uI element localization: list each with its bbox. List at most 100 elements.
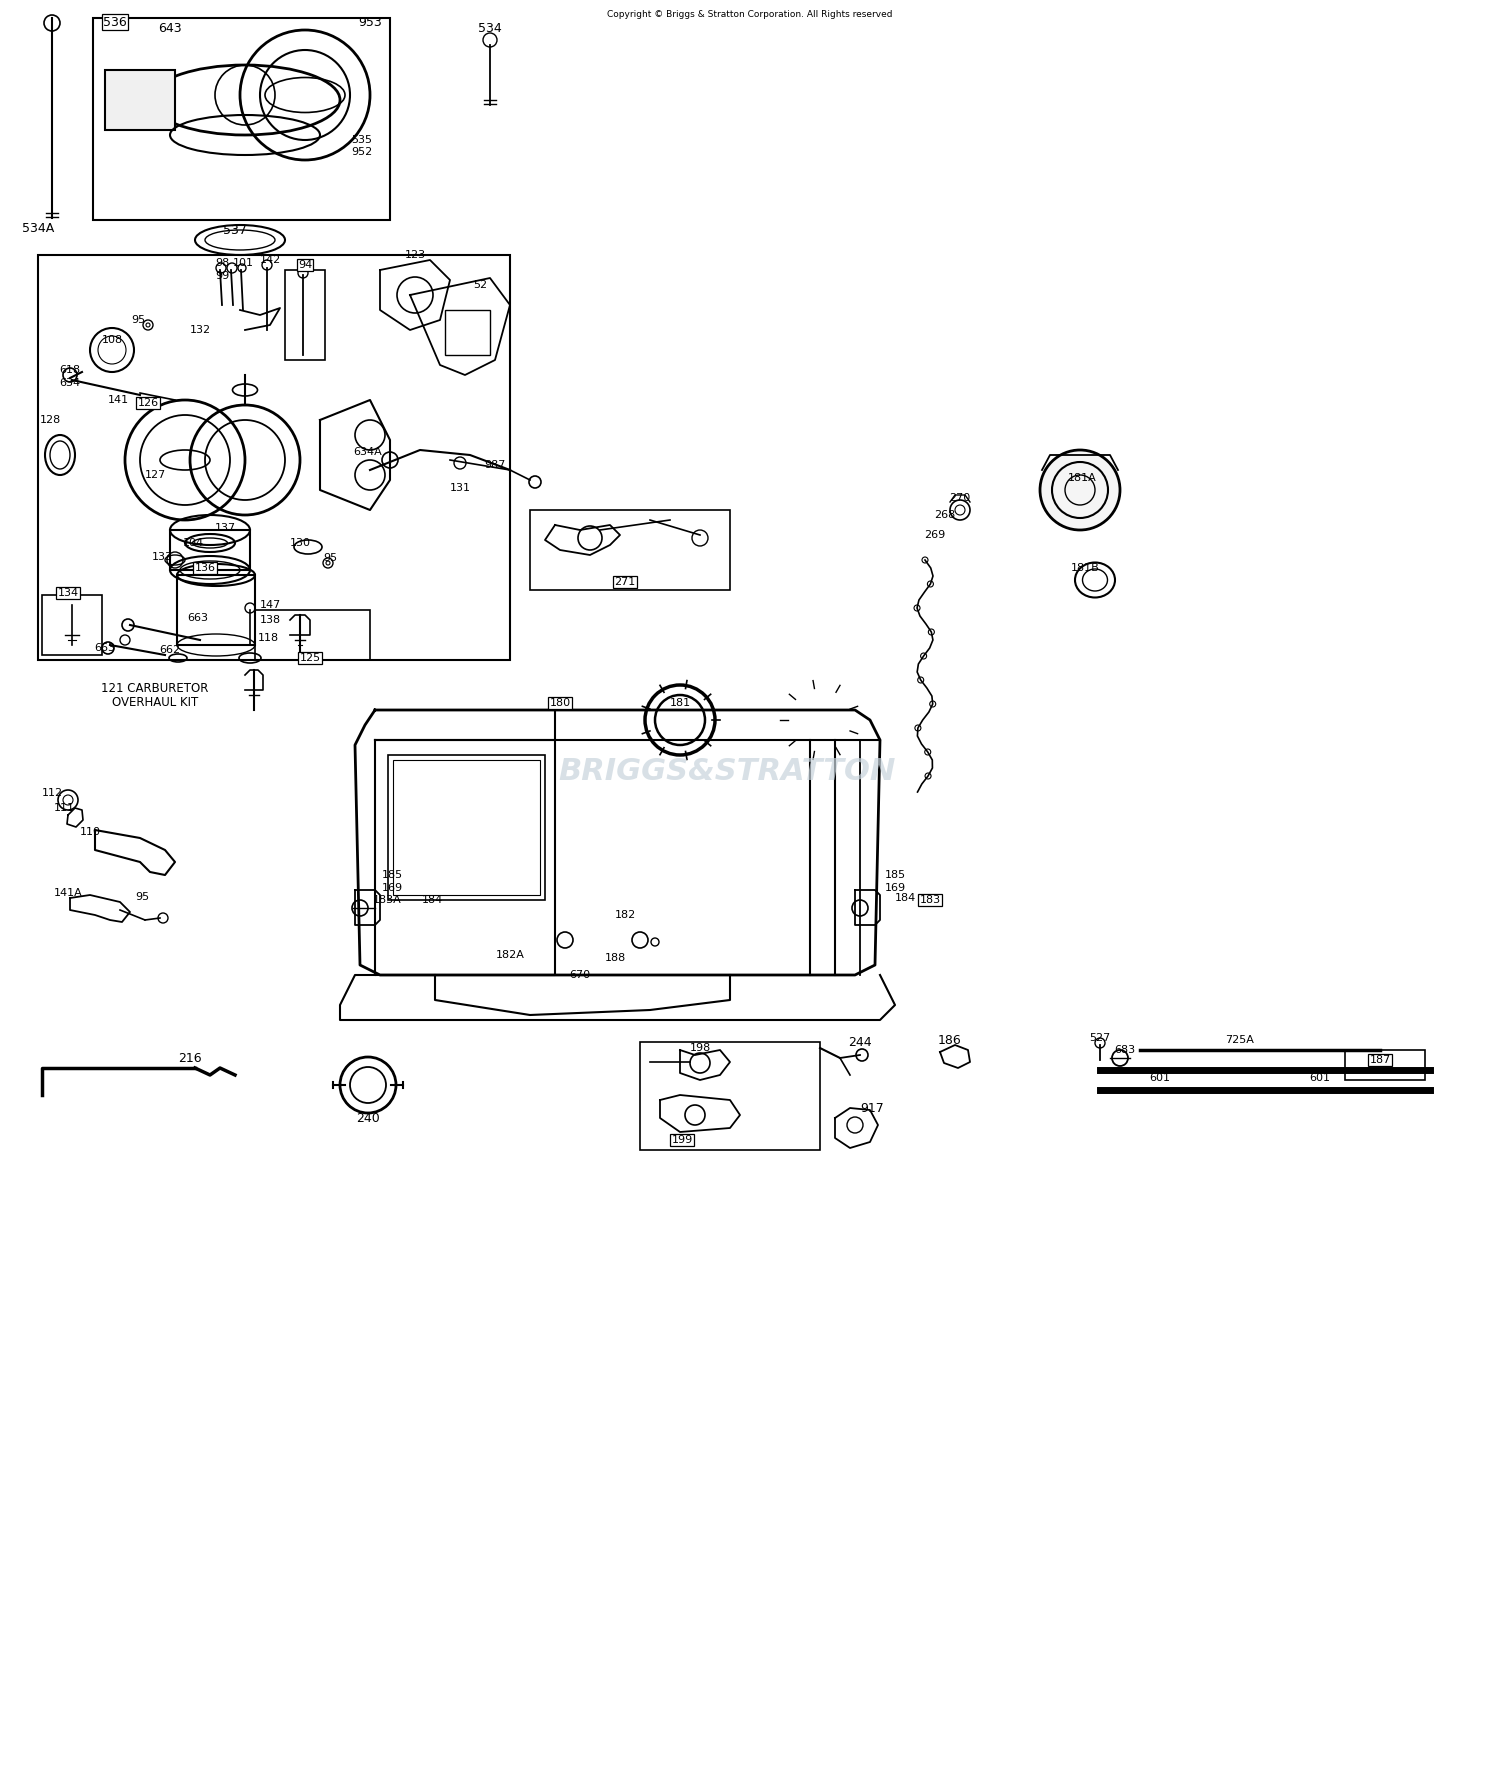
Text: 917: 917 — [859, 1102, 883, 1114]
Text: 663: 663 — [188, 613, 209, 623]
Text: 181B: 181B — [1071, 563, 1100, 573]
Text: 126: 126 — [138, 398, 159, 407]
Text: 527: 527 — [1089, 1032, 1110, 1043]
Text: 268: 268 — [934, 511, 956, 520]
Text: 110: 110 — [80, 827, 100, 838]
Text: 271: 271 — [615, 577, 636, 588]
Text: 94: 94 — [298, 261, 312, 270]
Text: 670: 670 — [570, 970, 591, 981]
Circle shape — [1040, 450, 1120, 530]
Text: 240: 240 — [356, 1111, 380, 1125]
Text: 180: 180 — [549, 698, 570, 707]
Text: 987: 987 — [484, 461, 506, 470]
Text: 132: 132 — [189, 325, 210, 336]
Text: 99: 99 — [214, 271, 230, 280]
Text: 137: 137 — [214, 523, 236, 532]
Text: 134: 134 — [57, 588, 78, 598]
Text: 133: 133 — [152, 552, 172, 563]
Text: 188: 188 — [604, 954, 625, 963]
Bar — [105, 70, 176, 130]
Text: 537: 537 — [224, 223, 248, 236]
Bar — [38, 255, 510, 661]
Text: 123: 123 — [405, 250, 426, 261]
Text: 104: 104 — [183, 538, 204, 548]
Bar — [177, 575, 255, 645]
Text: 181A: 181A — [1068, 473, 1096, 482]
Text: 169: 169 — [885, 882, 906, 893]
Text: 130: 130 — [290, 538, 310, 548]
Bar — [530, 511, 730, 589]
Bar — [255, 611, 370, 661]
Text: 183A: 183A — [372, 895, 402, 906]
Bar — [393, 761, 540, 895]
Text: 181: 181 — [669, 698, 690, 707]
Text: 147: 147 — [260, 600, 280, 611]
Text: 535: 535 — [351, 136, 372, 145]
Text: 601: 601 — [1149, 1073, 1170, 1082]
Bar — [640, 1041, 821, 1150]
Text: BRIGGS&STRATTON: BRIGGS&STRATTON — [560, 757, 896, 786]
Text: 185: 185 — [885, 870, 906, 880]
Bar — [446, 311, 491, 355]
Text: 141A: 141A — [54, 888, 82, 898]
Text: 244: 244 — [847, 1036, 871, 1048]
Text: 269: 269 — [924, 530, 945, 539]
Circle shape — [645, 686, 716, 755]
Bar — [170, 530, 250, 570]
Text: 187: 187 — [1370, 1056, 1390, 1064]
Text: 101: 101 — [232, 257, 254, 268]
Text: 270: 270 — [950, 493, 970, 504]
Text: Copyright © Briggs & Stratton Corporation. All Rights reserved: Copyright © Briggs & Stratton Corporatio… — [608, 11, 892, 20]
Bar — [285, 270, 326, 361]
Text: 112: 112 — [42, 788, 63, 798]
Text: OVERHAUL KIT: OVERHAUL KIT — [112, 695, 198, 709]
Text: 618: 618 — [60, 364, 81, 375]
Text: 118: 118 — [258, 632, 279, 643]
Text: 601: 601 — [1310, 1073, 1330, 1082]
Circle shape — [340, 1057, 396, 1113]
Text: 128: 128 — [39, 414, 60, 425]
Text: 182A: 182A — [495, 950, 525, 961]
Text: 183: 183 — [920, 895, 940, 906]
Text: 952: 952 — [351, 146, 372, 157]
Text: 643: 643 — [158, 21, 182, 34]
Text: 184: 184 — [422, 895, 442, 906]
Text: 131: 131 — [450, 482, 471, 493]
Text: 185: 185 — [381, 870, 402, 880]
Text: 663: 663 — [94, 643, 116, 654]
Text: 142: 142 — [260, 255, 280, 264]
Text: 52: 52 — [472, 280, 488, 289]
Text: 198: 198 — [690, 1043, 711, 1054]
Text: 634A: 634A — [354, 446, 382, 457]
Text: 108: 108 — [102, 336, 123, 345]
Bar — [1346, 1050, 1425, 1081]
Text: 186: 186 — [938, 1034, 962, 1047]
Text: 534A: 534A — [22, 221, 54, 234]
Text: 95: 95 — [135, 891, 148, 902]
Text: 141: 141 — [108, 395, 129, 405]
Text: 98: 98 — [214, 257, 230, 268]
Text: 138: 138 — [260, 614, 280, 625]
Text: 725A: 725A — [1226, 1036, 1254, 1045]
Text: 111: 111 — [54, 804, 75, 813]
Text: 199: 199 — [672, 1134, 693, 1145]
Text: 169: 169 — [381, 882, 402, 893]
Text: 634: 634 — [60, 379, 81, 388]
Text: 121 CARBURETOR: 121 CARBURETOR — [102, 682, 209, 695]
Text: 953: 953 — [358, 16, 382, 29]
Text: 95: 95 — [322, 554, 338, 563]
Bar — [388, 755, 544, 900]
Text: 136: 136 — [195, 563, 216, 573]
Text: 125: 125 — [300, 654, 321, 663]
Text: 182: 182 — [615, 911, 636, 920]
Text: 127: 127 — [144, 470, 165, 480]
Text: 662: 662 — [159, 645, 180, 655]
Text: 536: 536 — [104, 16, 128, 29]
Text: 216: 216 — [178, 1052, 203, 1064]
Text: 534: 534 — [478, 21, 502, 34]
Text: 683: 683 — [1114, 1045, 1136, 1056]
Text: 184: 184 — [894, 893, 915, 904]
Text: 95: 95 — [130, 314, 146, 325]
Bar — [93, 18, 390, 220]
Bar — [42, 595, 102, 655]
